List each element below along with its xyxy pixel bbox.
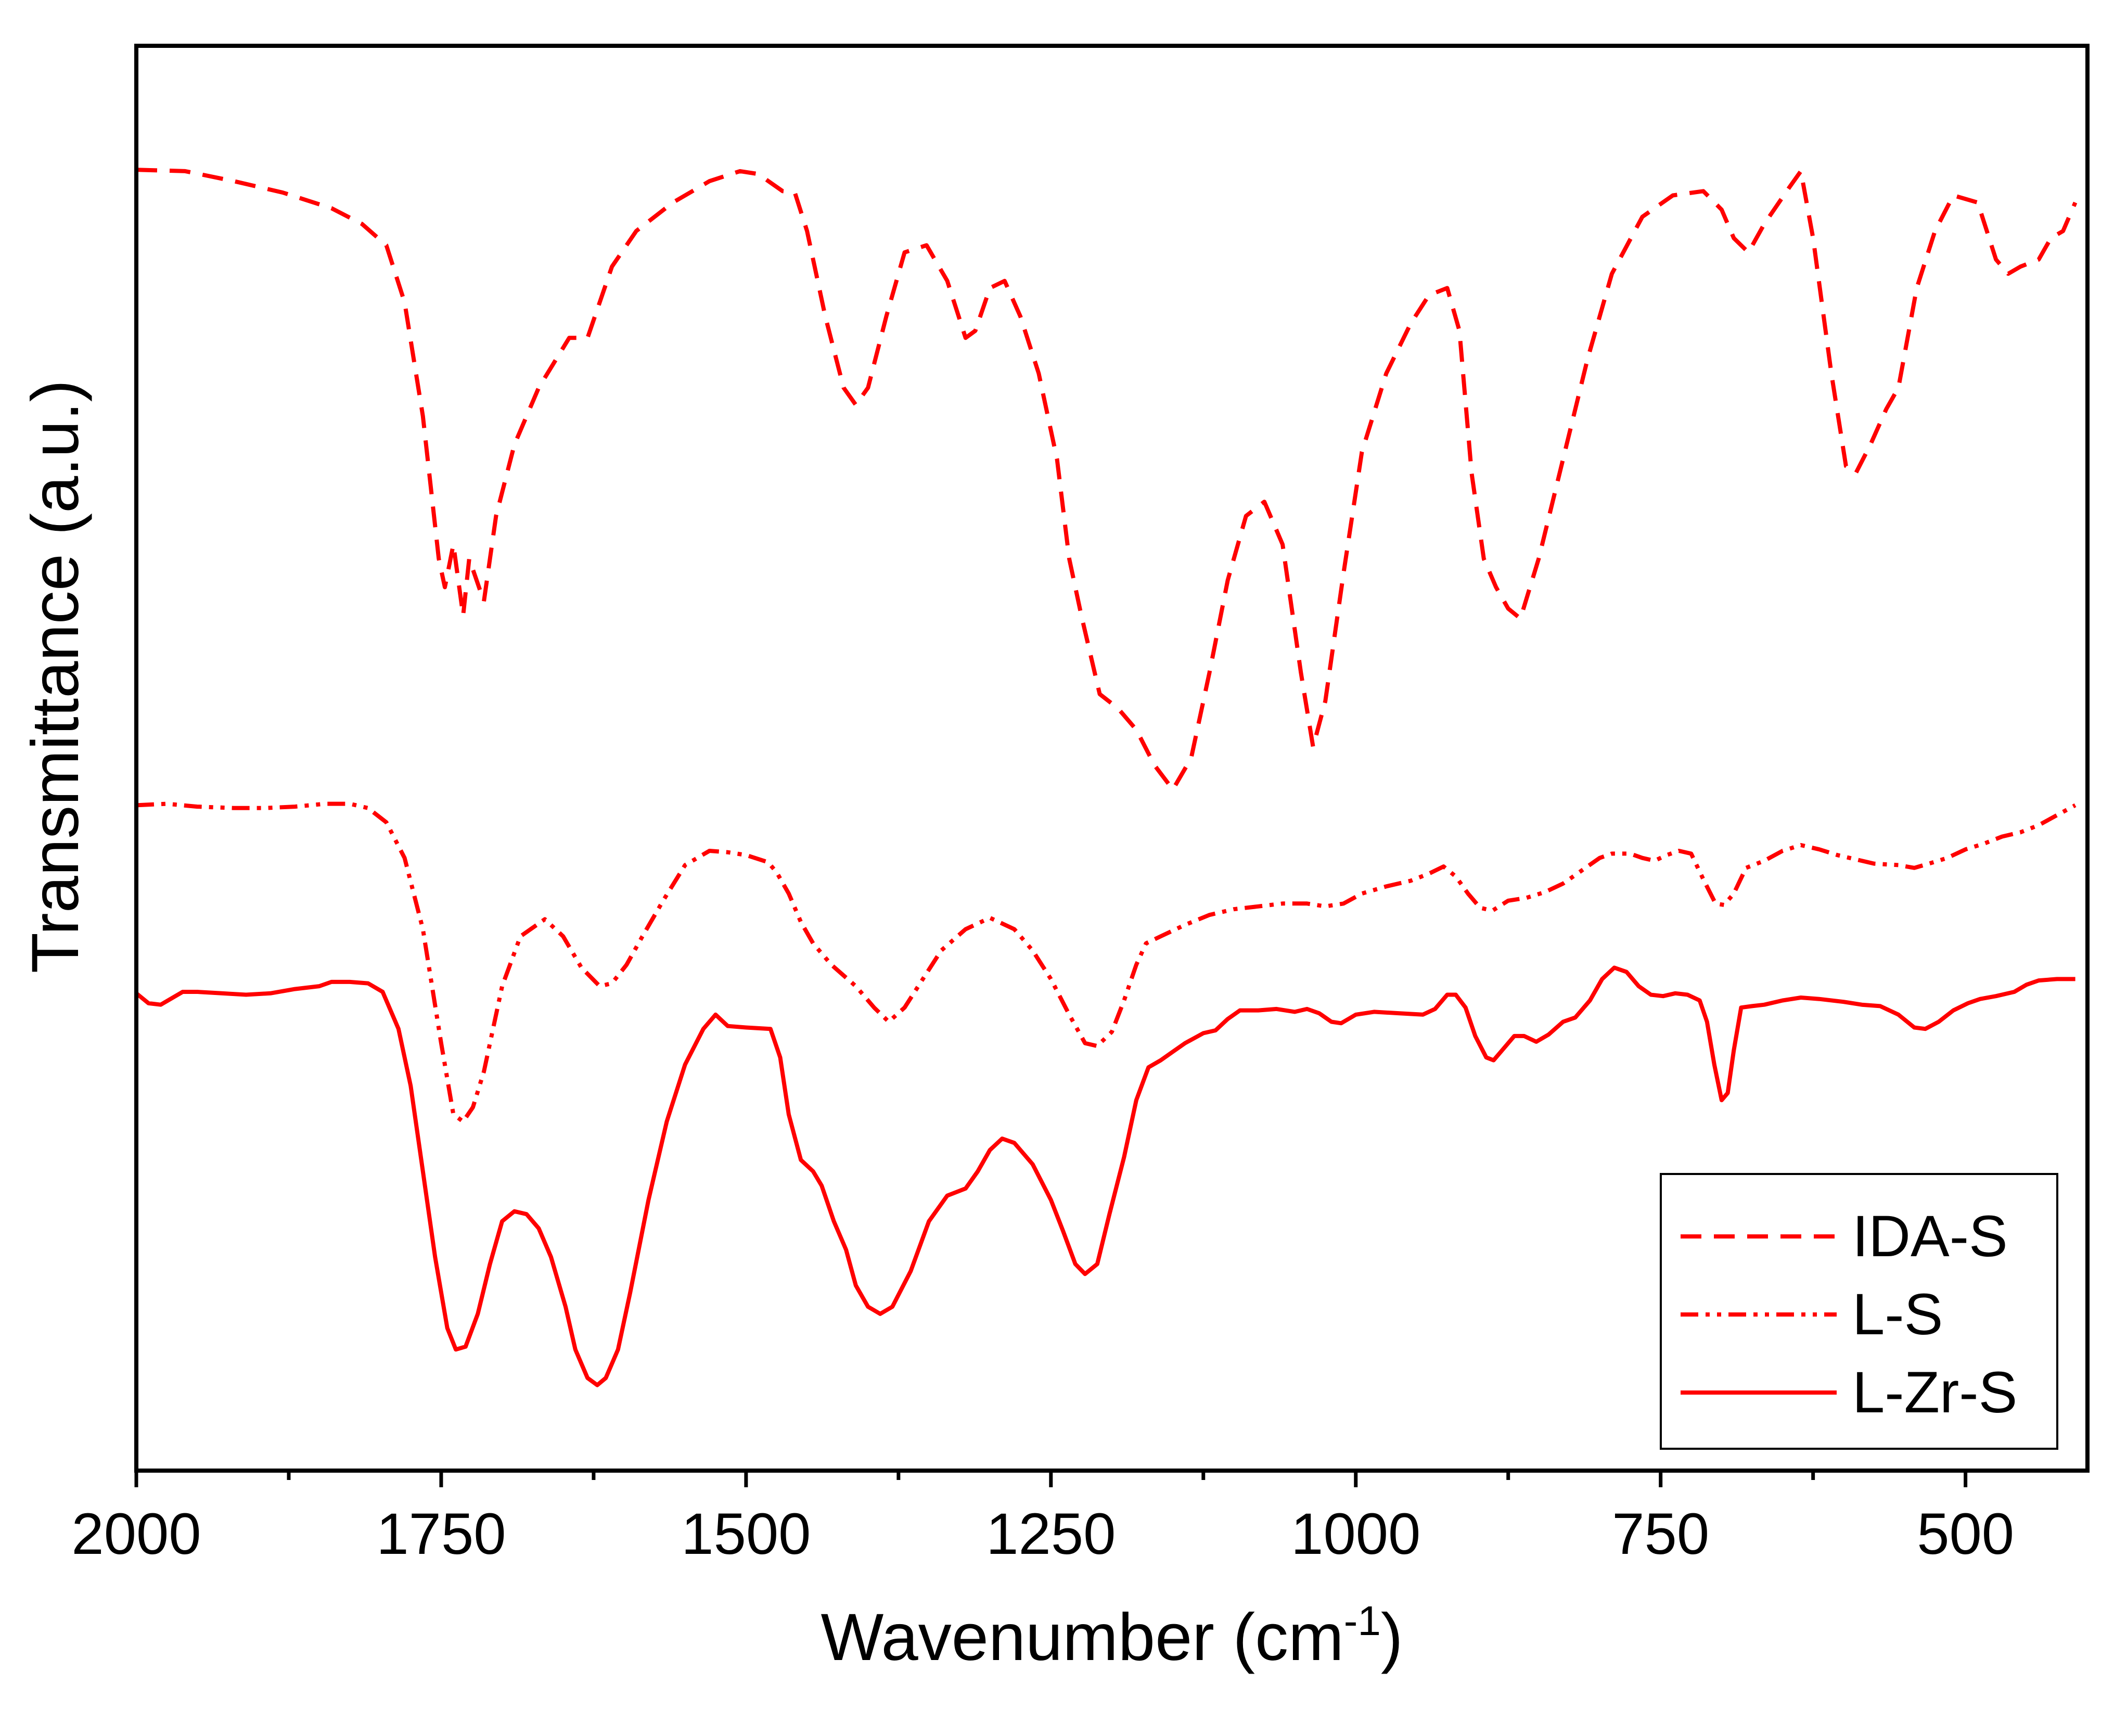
series-line-l-s xyxy=(136,801,2077,1124)
x-axis-title-main: Wavenumber (cm xyxy=(821,1600,1343,1675)
x-tick-label: 1000 xyxy=(1291,1501,1420,1566)
legend-box xyxy=(1660,1173,2058,1450)
x-tick-label: 1750 xyxy=(376,1501,506,1566)
x-axis-title-superscript: -1 xyxy=(1344,1598,1381,1644)
series-line-l-zr-s xyxy=(135,965,2075,1387)
x-tick-label: 750 xyxy=(1612,1501,1709,1566)
y-axis-title: Transmittance (a.u.) xyxy=(18,380,93,974)
legend-label-l-zr-s: L-Zr-S xyxy=(1852,1360,2017,1425)
series-line-ida-s xyxy=(136,168,2078,792)
legend: IDA-S L-S L-Zr-S xyxy=(1660,1173,2058,1450)
series-layer xyxy=(135,168,2078,1387)
legend-label-l-s: L-S xyxy=(1852,1282,1943,1347)
x-axis-title-close: ) xyxy=(1381,1600,1403,1675)
x-axis-title: Wavenumber (cm-1) xyxy=(821,1598,1403,1675)
x-tick-label: 1500 xyxy=(681,1501,811,1566)
x-tick-label: 1250 xyxy=(986,1501,1116,1566)
legend-label-ida-s: IDA-S xyxy=(1852,1204,2008,1269)
x-axis-ticks: 2000 1750 1500 1250 1000 750 500 xyxy=(71,1471,2014,1566)
x-tick-label: 500 xyxy=(1917,1501,2014,1566)
x-tick-label: 2000 xyxy=(71,1501,201,1566)
plot-frame xyxy=(134,44,2090,1473)
